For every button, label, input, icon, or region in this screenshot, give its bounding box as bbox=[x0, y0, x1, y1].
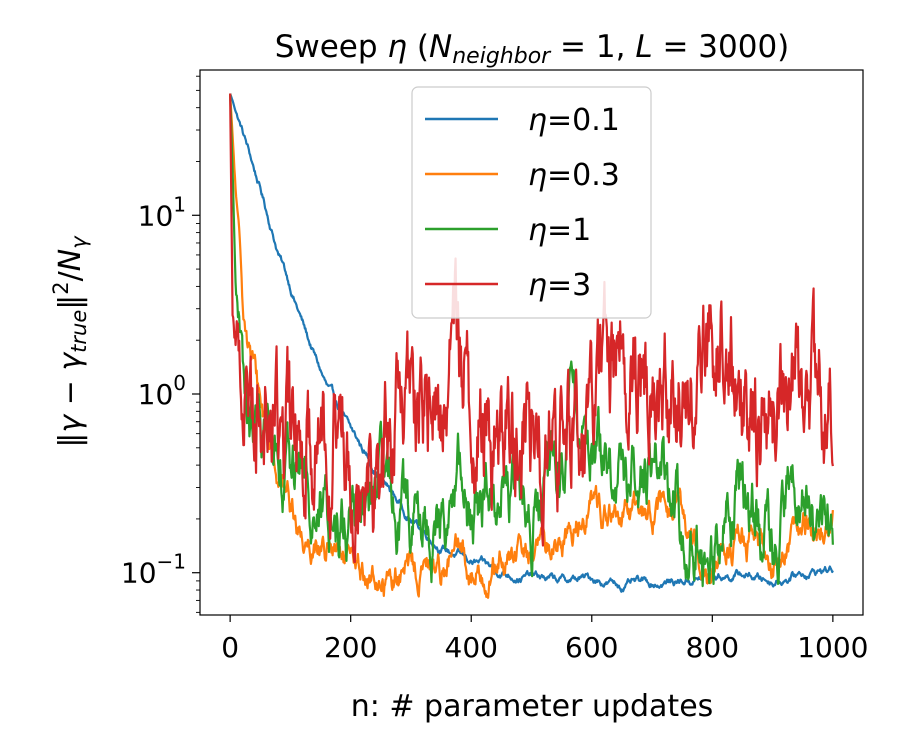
legend: η=0.1 η=0.3 η=1 η=3 bbox=[411, 86, 652, 319]
series-layer bbox=[229, 93, 834, 599]
title-eq1: = 1, bbox=[550, 29, 635, 65]
y-tick-base: 10 bbox=[121, 557, 157, 590]
ylabel-minus: − bbox=[53, 371, 88, 415]
series-line-η=3 bbox=[229, 93, 834, 564]
y-axis-label: ‖γ − γtrue‖2/Nγ bbox=[49, 235, 91, 448]
x-tick-label: 200 bbox=[324, 631, 377, 664]
legend-eta-symbol: η bbox=[528, 268, 547, 303]
legend-label-eta-1: η=1 bbox=[528, 213, 591, 248]
ylabel-close: ‖ bbox=[53, 295, 88, 310]
x-axis-ticks: 0 200 400 600 800 1000 bbox=[221, 615, 868, 664]
ylabel-slash: / bbox=[53, 270, 88, 281]
legend-value: =0.1 bbox=[547, 103, 620, 138]
y-tick-base: 10 bbox=[138, 378, 174, 411]
y-tick-base: 10 bbox=[138, 199, 174, 232]
title-n-sub: neighbor bbox=[452, 44, 552, 69]
legend-value: =1 bbox=[547, 213, 591, 248]
ylabel-open: ‖ bbox=[53, 433, 88, 448]
y-tick-exp: 0 bbox=[173, 371, 186, 395]
ylabel-sub-true: true bbox=[67, 310, 91, 353]
x-tick-label: 600 bbox=[565, 631, 618, 664]
ylabel-sub-gamma: γ bbox=[67, 235, 91, 249]
ylabel-gamma2: γ bbox=[53, 351, 88, 371]
legend-eta-symbol: η bbox=[528, 158, 547, 193]
ylabel-gamma1: γ bbox=[53, 413, 88, 433]
x-tick-label: 400 bbox=[445, 631, 498, 664]
legend-eta-symbol: η bbox=[528, 213, 547, 248]
x-tick-label: 0 bbox=[221, 631, 239, 664]
legend-label-eta-0.3: η=0.3 bbox=[528, 158, 620, 193]
y-tick-label: 101 bbox=[138, 192, 186, 232]
legend-value: =0.3 bbox=[547, 158, 620, 193]
x-axis-label: n: # parameter updates bbox=[351, 689, 714, 724]
ylabel-sup2: 2 bbox=[49, 281, 73, 294]
title-prefix: Sweep bbox=[275, 29, 388, 65]
title-eta: η bbox=[387, 29, 407, 65]
legend-label-eta-0.1: η=0.1 bbox=[528, 103, 620, 138]
title-open: ( bbox=[407, 29, 429, 65]
y-tick-label: 100 bbox=[138, 371, 186, 411]
y-tick-exp: −1 bbox=[157, 550, 186, 574]
y-tick-exp: 1 bbox=[173, 192, 186, 216]
legend-value: =3 bbox=[547, 268, 591, 303]
title-n: N bbox=[429, 29, 452, 65]
chart-title: Sweep η (Nneighbor = 1, L = 3000) bbox=[275, 29, 790, 69]
x-tick-label: 800 bbox=[686, 631, 739, 664]
axes-frame bbox=[199, 69, 864, 616]
legend-label-eta-3: η=3 bbox=[528, 268, 591, 303]
legend-eta-symbol: η bbox=[528, 103, 547, 138]
x-tick-label: 1000 bbox=[797, 631, 868, 664]
y-tick-label: 10−1 bbox=[121, 550, 186, 590]
legend-frame bbox=[411, 86, 652, 319]
title-l: L bbox=[635, 29, 652, 65]
title-eq2: = 3000) bbox=[653, 29, 790, 65]
ylabel-n: N bbox=[53, 249, 88, 271]
